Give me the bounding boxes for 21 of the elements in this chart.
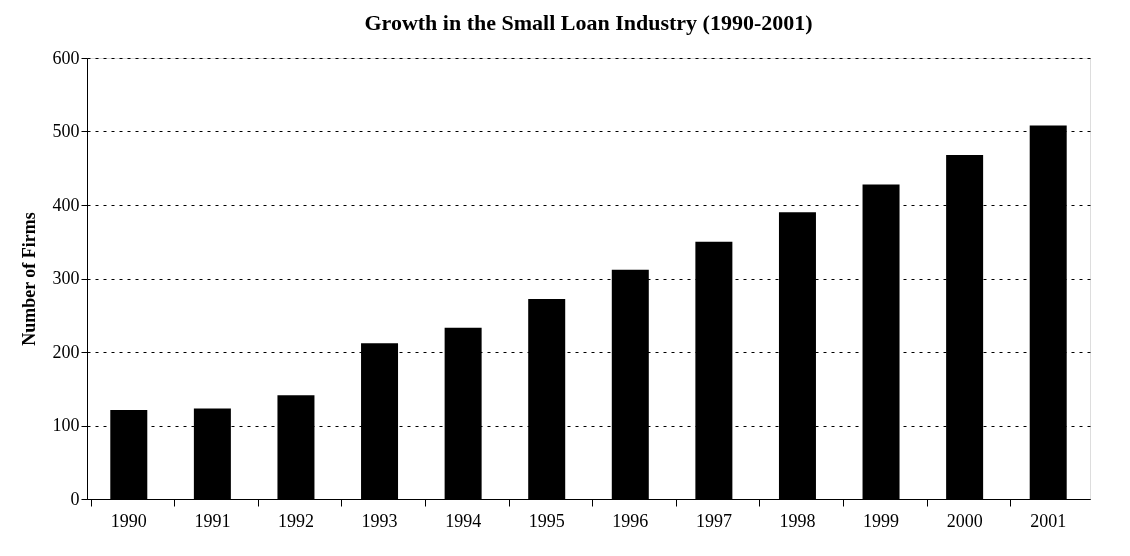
x-tick-label: 1993	[361, 510, 398, 531]
y-tick-label: 300	[52, 268, 80, 288]
chart-title: Growth in the Small Loan Industry (1990-2001)	[364, 10, 813, 35]
x-tick-label: 2000	[946, 510, 983, 531]
x-tick-label: 1997	[695, 510, 732, 531]
y-tick-label: 0	[70, 488, 80, 509]
y-tick-label: 500	[52, 121, 80, 141]
y-tick-label: 400	[52, 194, 80, 215]
x-tick-label: 2001	[1030, 510, 1067, 531]
x-tick-label: 1998	[779, 510, 816, 531]
y-tick-label: 600	[52, 47, 80, 68]
y-axis-title: Number of Firms	[18, 212, 39, 346]
x-tick-label: 1995	[528, 510, 565, 531]
x-tick-label: 1999	[863, 510, 900, 531]
x-tick-label: 1992	[277, 510, 314, 531]
x-tick-label: 1996	[612, 510, 649, 531]
y-tick-label: 200	[52, 341, 80, 362]
x-tick-label: 1994	[445, 510, 482, 531]
x-tick-label: 1991	[194, 510, 231, 531]
x-tick-label: 1990	[110, 510, 147, 531]
y-tick-label: 100	[52, 415, 80, 435]
